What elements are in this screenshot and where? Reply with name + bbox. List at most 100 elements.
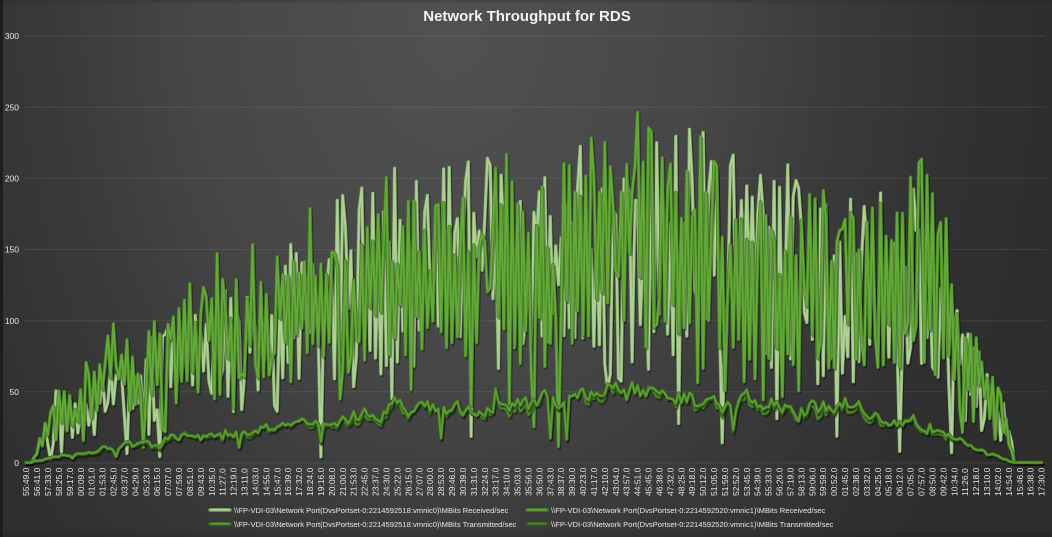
svg-text:59:59.0: 59:59.0	[818, 467, 828, 496]
svg-text:43:04.0: 43:04.0	[611, 467, 621, 496]
svg-text:150: 150	[5, 245, 19, 255]
svg-text:14:54.0: 14:54.0	[1004, 467, 1014, 496]
svg-text:28:53.0: 28:53.0	[436, 467, 446, 496]
svg-text:35:56.0: 35:56.0	[523, 467, 533, 496]
svg-text:33:17.0: 33:17.0	[491, 467, 501, 496]
svg-text:11:27.0: 11:27.0	[218, 468, 228, 496]
svg-text:00:09.0: 00:09.0	[76, 467, 86, 496]
svg-text:35:03.0: 35:03.0	[513, 467, 523, 496]
svg-text:03:32.0: 03:32.0	[862, 467, 872, 496]
svg-text:23:37.0: 23:37.0	[371, 467, 381, 496]
svg-text:12:19.0: 12:19.0	[229, 467, 239, 496]
svg-text:06:15.0: 06:15.0	[152, 467, 162, 496]
svg-text:00:52.0: 00:52.0	[829, 467, 839, 496]
svg-text:31:31.0: 31:31.0	[469, 467, 479, 496]
svg-text:14:03.0: 14:03.0	[251, 467, 261, 496]
svg-text:37:43.0: 37:43.0	[545, 467, 555, 496]
svg-text:15:47.0: 15:47.0	[272, 467, 282, 496]
svg-text:21:53.0: 21:53.0	[349, 467, 359, 496]
svg-text:13:10.0: 13:10.0	[982, 467, 992, 496]
svg-text:18:24.0: 18:24.0	[305, 467, 315, 496]
svg-text:55:49.0: 55:49.0	[21, 467, 31, 496]
svg-text:16:38.0: 16:38.0	[1026, 467, 1036, 496]
svg-text:21:00.0: 21:00.0	[338, 467, 348, 496]
svg-text:49:18.0: 49:18.0	[687, 467, 697, 496]
svg-text:48:25.0: 48:25.0	[676, 467, 686, 496]
svg-text:24:30.0: 24:30.0	[382, 467, 392, 496]
svg-text:52:52.0: 52:52.0	[731, 467, 741, 496]
svg-text:10:34.0: 10:34.0	[949, 467, 959, 496]
svg-text:0: 0	[14, 458, 19, 468]
svg-text:17:32.0: 17:32.0	[294, 467, 304, 496]
svg-text:12:18.0: 12:18.0	[971, 467, 981, 496]
svg-text:250: 250	[5, 102, 19, 112]
svg-text:30:39.0: 30:39.0	[458, 467, 468, 496]
svg-text:40:23.0: 40:23.0	[578, 467, 588, 496]
svg-text:57:33.0: 57:33.0	[43, 467, 53, 496]
svg-text:13:11.0: 13:11.0	[240, 468, 250, 496]
svg-text:02:45.0: 02:45.0	[109, 467, 119, 496]
svg-text:01:01.0: 01:01.0	[87, 467, 97, 496]
svg-text:17:30.0: 17:30.0	[1037, 467, 1047, 496]
svg-text:08:50.0: 08:50.0	[927, 467, 937, 496]
svg-text:50:12.0: 50:12.0	[698, 467, 708, 496]
svg-text:34:10.0: 34:10.0	[502, 467, 512, 496]
svg-text:56:26.0: 56:26.0	[775, 467, 785, 496]
svg-text:42:10.0: 42:10.0	[600, 467, 610, 496]
svg-text:04:25.0: 04:25.0	[873, 467, 883, 496]
svg-text:58:25.0: 58:25.0	[54, 467, 64, 496]
svg-text:44:51.0: 44:51.0	[633, 467, 643, 496]
svg-text:09:42.0: 09:42.0	[938, 467, 948, 496]
svg-text:\\FP-VDI-03\Network Port(DvsPo: \\FP-VDI-03\Network Port(DvsPortset-0:22…	[234, 506, 509, 515]
svg-text:28:00.0: 28:00.0	[425, 467, 435, 496]
svg-text:07:57.0: 07:57.0	[917, 467, 927, 496]
svg-text:03:37.0: 03:37.0	[120, 467, 130, 496]
svg-text:08:51.0: 08:51.0	[185, 467, 195, 496]
svg-text:300: 300	[5, 31, 19, 41]
svg-text:100: 100	[5, 316, 19, 326]
svg-text:01:53.0: 01:53.0	[98, 467, 108, 496]
svg-text:\\FP-VDI-03\Network Port(DvsPo: \\FP-VDI-03\Network Port(DvsPortset-0:22…	[551, 506, 826, 515]
svg-text:59:17.0: 59:17.0	[65, 467, 75, 496]
svg-text:46:38.0: 46:38.0	[655, 467, 665, 496]
svg-text:39:30.0: 39:30.0	[567, 467, 577, 496]
svg-text:07:05.0: 07:05.0	[906, 467, 916, 496]
svg-text:41:17.0: 41:17.0	[589, 467, 599, 496]
svg-text:\\FP-VDI-03\Network Port(DvsPo: \\FP-VDI-03\Network Port(DvsPortset-0:22…	[234, 520, 517, 529]
svg-text:38:37.0: 38:37.0	[556, 467, 566, 496]
svg-text:26:15.0: 26:15.0	[403, 467, 413, 496]
svg-text:47:32.0: 47:32.0	[665, 467, 675, 496]
svg-text:58:13.0: 58:13.0	[796, 467, 806, 496]
svg-text:05:23.0: 05:23.0	[141, 467, 151, 496]
svg-text:55:33.0: 55:33.0	[764, 467, 774, 496]
svg-text:56:41.0: 56:41.0	[32, 467, 42, 496]
svg-text:45:45.0: 45:45.0	[644, 467, 654, 496]
svg-text:36:50.0: 36:50.0	[534, 467, 544, 496]
svg-text:20:08.0: 20:08.0	[327, 467, 337, 496]
svg-text:14:55.0: 14:55.0	[261, 467, 271, 496]
svg-text:50: 50	[10, 387, 20, 397]
svg-text:07:07.0: 07:07.0	[163, 467, 173, 496]
svg-text:11:26.0: 11:26.0	[960, 468, 970, 496]
svg-text:25:22.0: 25:22.0	[392, 467, 402, 496]
svg-text:07:59.0: 07:59.0	[174, 467, 184, 496]
svg-text:09:43.0: 09:43.0	[196, 467, 206, 496]
svg-text:53:45.0: 53:45.0	[742, 467, 752, 496]
svg-text:57:19.0: 57:19.0	[786, 467, 796, 496]
svg-text:54:39.0: 54:39.0	[753, 467, 763, 496]
svg-text:15:46.0: 15:46.0	[1015, 467, 1025, 496]
svg-text:Network Throughput for RDS: Network Throughput for RDS	[423, 8, 630, 25]
svg-text:51:05.0: 51:05.0	[709, 467, 719, 496]
svg-text:02:38.0: 02:38.0	[851, 467, 861, 496]
svg-text:\\FP-VDI-03\Network Port(DvsPo: \\FP-VDI-03\Network Port(DvsPortset-0:22…	[551, 520, 834, 529]
svg-text:27:07.0: 27:07.0	[414, 467, 424, 496]
svg-text:04:29.0: 04:29.0	[130, 467, 140, 496]
svg-text:19:16.0: 19:16.0	[316, 467, 326, 496]
svg-text:14:02.0: 14:02.0	[993, 467, 1003, 496]
svg-text:16:39.0: 16:39.0	[283, 467, 293, 496]
svg-text:32:24.0: 32:24.0	[480, 467, 490, 496]
svg-text:05:18.0: 05:18.0	[884, 467, 894, 496]
svg-text:51:59.0: 51:59.0	[720, 467, 730, 496]
svg-text:59:06.0: 59:06.0	[807, 467, 817, 496]
svg-text:22:45.0: 22:45.0	[360, 467, 370, 496]
